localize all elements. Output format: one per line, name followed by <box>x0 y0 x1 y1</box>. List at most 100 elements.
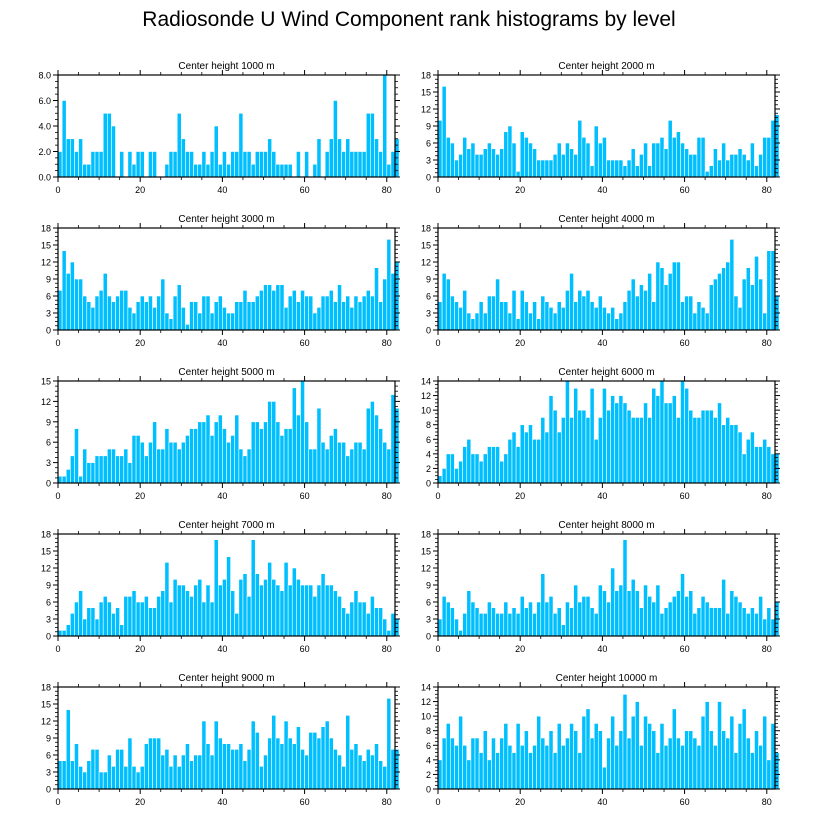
panel-9-bar <box>671 708 677 790</box>
panel-4-bar <box>115 455 120 484</box>
panel-4-bar <box>296 414 301 484</box>
panel-8-bar <box>156 737 162 790</box>
panel-3-bar <box>560 307 566 331</box>
panel-8-bar <box>386 698 392 790</box>
panel-4-bar <box>185 435 190 484</box>
panel-9-bar <box>643 715 648 790</box>
panel-7-bar <box>704 601 710 637</box>
panel-8-bar <box>213 720 219 790</box>
panel-2-bar <box>390 273 396 331</box>
panel-0-bar <box>172 151 178 178</box>
panel-1-bar <box>577 120 583 178</box>
panel-8-bar <box>328 737 334 790</box>
panel-6-bar <box>156 596 162 637</box>
panel-1-bar <box>614 159 620 178</box>
panel-6-bar <box>291 567 297 637</box>
panel-3-ytick-label: 6 <box>426 292 431 302</box>
panel-5-bar <box>565 380 570 484</box>
panel-2-bar <box>209 312 215 331</box>
panel-1-bar <box>565 142 570 178</box>
panel-5-bar <box>622 402 628 484</box>
panel-4-ytick-label: 9 <box>46 417 51 427</box>
panel-6-bar <box>382 618 388 637</box>
panel-2-bar <box>300 290 305 331</box>
panel-2-bar <box>226 312 231 331</box>
panel-0-xtick-label: 40 <box>217 185 227 195</box>
panel-5-ytick-label: 2 <box>426 464 431 474</box>
panel-9-bar <box>639 744 644 790</box>
panel-4-bar <box>275 421 281 484</box>
panel-7-bar <box>478 613 484 637</box>
panel-1-bar <box>454 159 459 178</box>
panel-9-bar <box>519 744 525 790</box>
panel-1-bar <box>589 165 595 178</box>
panel-4-xtick-label: 0 <box>55 491 60 501</box>
panel-6-bar <box>271 579 277 637</box>
panel-7-bar <box>507 613 513 637</box>
panel-6-bar <box>102 596 108 637</box>
panel-9-bar <box>717 701 722 790</box>
panel-2-bar <box>78 278 83 331</box>
panel-3-bar <box>552 312 558 331</box>
panel-3-bar <box>507 312 513 331</box>
panel-6-bar <box>365 613 371 637</box>
panel-1-bar <box>643 142 648 178</box>
panel-9-bar <box>700 715 706 790</box>
panel-6-bar <box>176 584 182 637</box>
panel-9-bar <box>725 737 731 790</box>
panel-5-ytick-label: 4 <box>426 449 431 459</box>
panel-9-bar <box>528 752 533 790</box>
panel-9-bar <box>581 715 587 790</box>
panel-8-bar <box>74 743 79 790</box>
panel-1-bar <box>733 154 739 178</box>
panel-1-bar <box>639 154 644 178</box>
panel-5-xtick-label: 40 <box>597 491 607 501</box>
panel-5-bar <box>585 417 591 484</box>
panel-3-bar <box>634 295 640 331</box>
panel-6-bar <box>139 601 145 637</box>
panel-3-xtick-label: 80 <box>762 338 772 348</box>
panel-8-bar <box>205 743 211 790</box>
panel-7-bar <box>651 601 657 637</box>
panel-1-bar <box>634 165 640 178</box>
panel-6-bar <box>333 590 338 637</box>
panel-4-bar <box>144 455 149 484</box>
panel-4-bar <box>341 441 346 484</box>
panel-2-bar <box>345 295 351 331</box>
panel-0-bar <box>312 163 318 178</box>
panel-7-bar <box>606 601 611 637</box>
panel-4-bar <box>267 401 273 484</box>
panel-3-bar <box>565 290 570 331</box>
panel-8-bar <box>222 743 227 790</box>
panel-3-bar <box>536 318 542 331</box>
panel-7-bar <box>647 596 653 637</box>
panel-1-bar <box>437 120 443 178</box>
panel-9-bar <box>741 708 747 790</box>
panel-1-ytick-label: 15 <box>421 88 431 98</box>
panel-7-bar <box>597 584 603 637</box>
panel-0-title: Center height 1000 m <box>178 61 274 72</box>
panel-4-bar <box>333 428 338 484</box>
panel-9-ytick-label: 14 <box>421 683 431 693</box>
panel-5-bar <box>458 460 463 484</box>
panel-3-xtick-label: 60 <box>680 338 690 348</box>
panel-9-ytick-label: 4 <box>426 755 431 765</box>
panel-8-bar <box>115 749 120 790</box>
panel-6-bar <box>337 596 342 637</box>
panel-2-bar <box>267 284 273 331</box>
panel-5-ytick-label: 14 <box>421 377 431 387</box>
panel-1-bar <box>606 159 611 178</box>
panel-5-xtick-label: 60 <box>680 491 690 501</box>
panel-4-bar <box>304 421 309 484</box>
panel-4-bar <box>82 448 88 484</box>
panel-3-ytick-label: 0 <box>426 326 431 336</box>
panel-2-xtick-label: 80 <box>382 338 392 348</box>
panel-3-bar <box>597 295 603 331</box>
panel-7-bar <box>569 607 574 637</box>
panel-9-bar <box>515 723 521 790</box>
panel-2-xtick-label: 60 <box>300 338 310 348</box>
panel-9-bar <box>445 723 451 790</box>
panel-2-bar <box>82 295 88 331</box>
panel-3-bar <box>528 312 533 331</box>
panel-0-bar <box>365 112 371 178</box>
